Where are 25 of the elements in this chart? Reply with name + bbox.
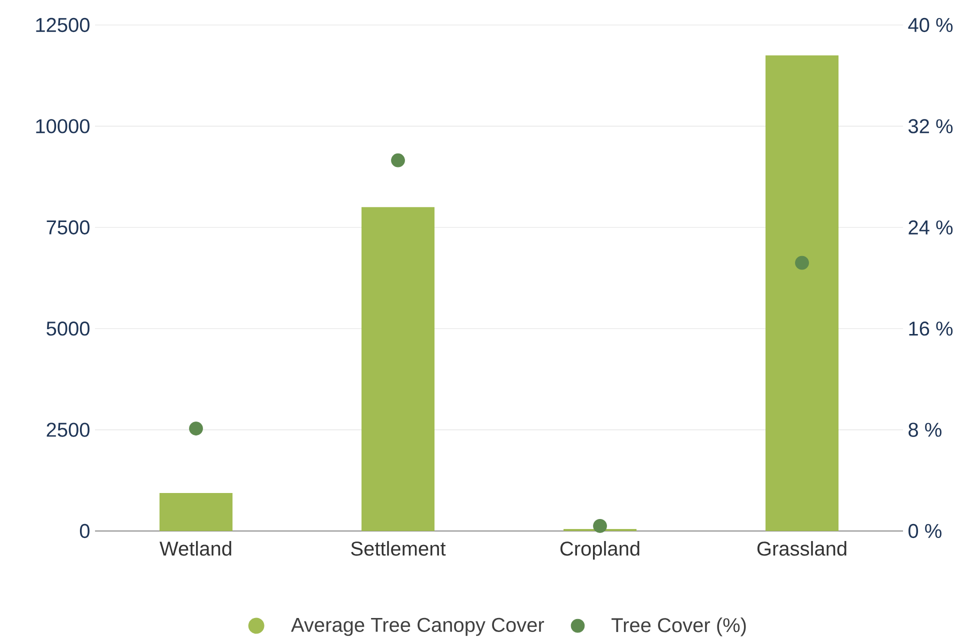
x-tick-label: Settlement [351,541,446,556]
y-tick-label: 5000 [46,322,90,336]
x-tick-label: Wetland [160,541,232,556]
point [189,422,203,436]
point [795,256,809,270]
point [391,153,405,168]
legend-label: Average Tree Canopy Cover [291,618,544,636]
y2-tick-label: 40 % [908,18,953,32]
bar [766,55,839,531]
bar [362,207,435,531]
y2-tick-label: 8 % [908,422,942,437]
y2-tick-label: 0 % [908,524,942,538]
y-tick-label: 0 [80,524,90,538]
y2-tick-label: 32 % [908,119,953,134]
point [593,519,607,533]
y-tick-label: 12500 [36,18,90,32]
bar [160,492,233,531]
x-tick-label: Grassland [757,541,846,556]
y2-tick-label: 16 % [909,322,953,336]
x-tick-label: Cropland [560,541,640,560]
legend-label: Tree Cover (%) [612,618,746,636]
y-tick-label: 7500 [46,220,90,234]
y-tick-label: 10000 [36,119,90,134]
y-tick-label: 2500 [46,422,90,437]
y2-tick-label: 24 % [908,220,953,234]
